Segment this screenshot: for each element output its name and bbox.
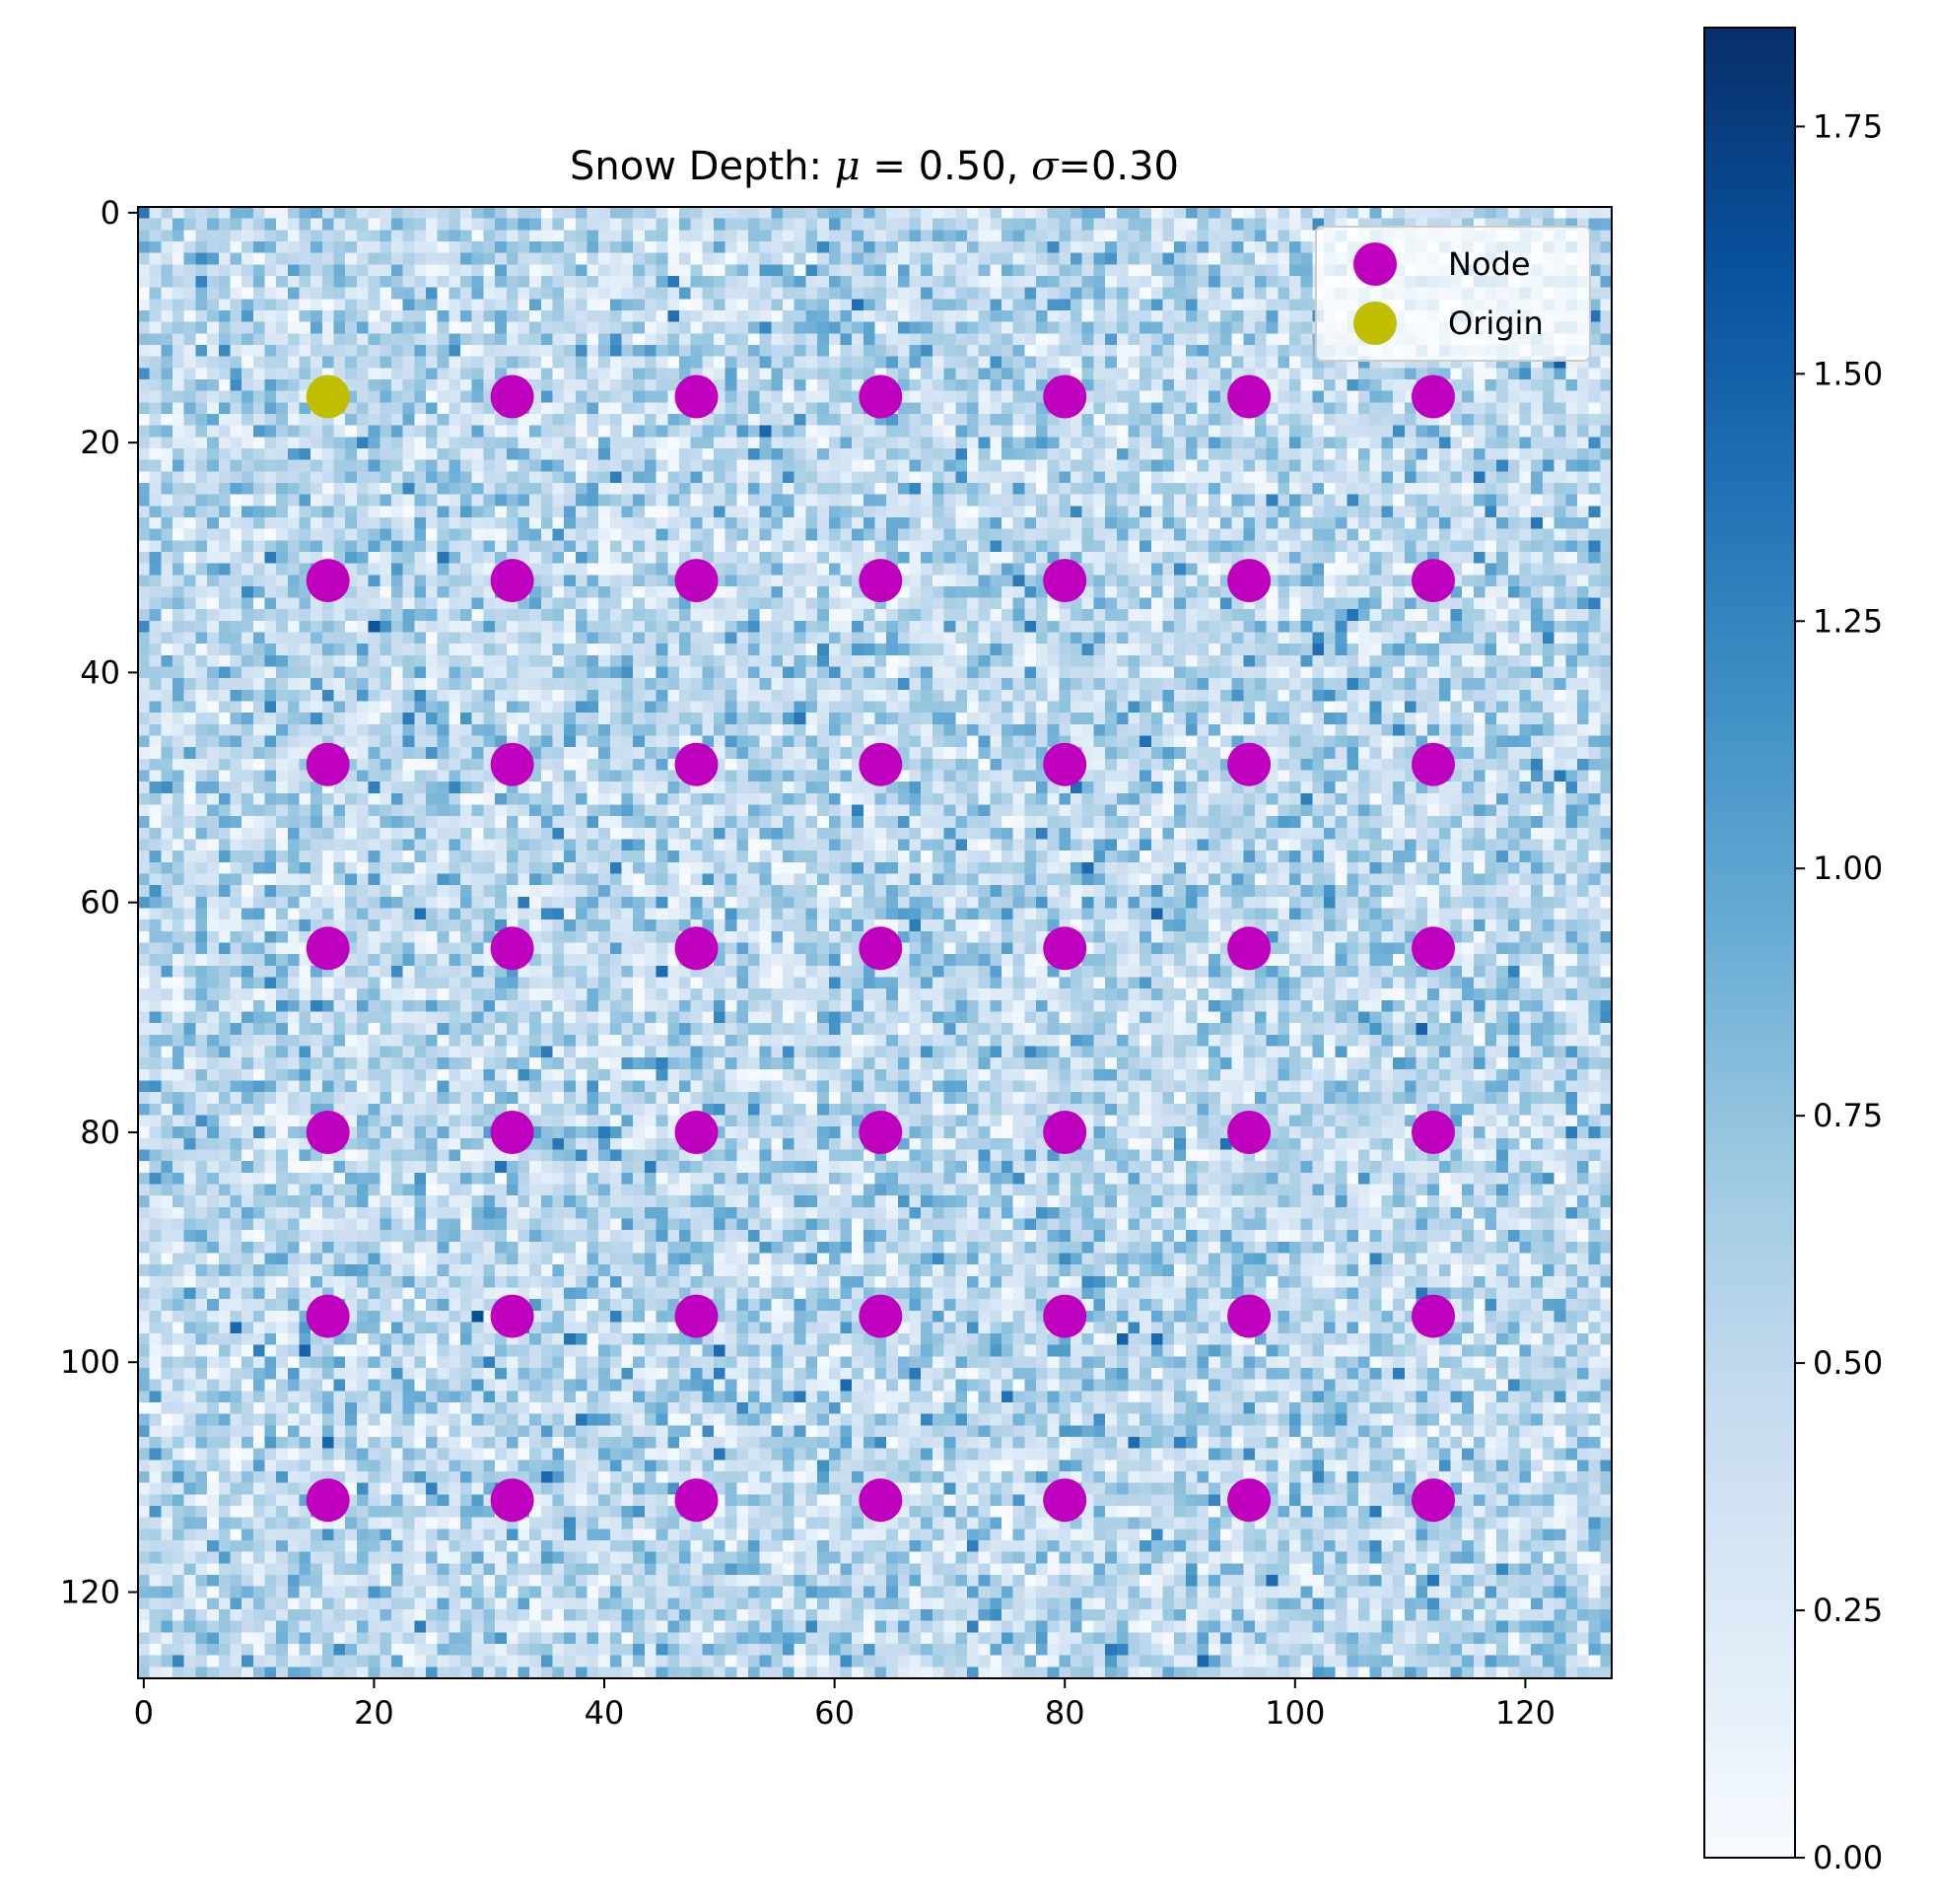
node-point <box>1043 1294 1087 1338</box>
y-tick-label: 40 <box>80 653 120 691</box>
node-point <box>1227 1111 1272 1154</box>
node-point <box>490 374 534 419</box>
origin-point <box>306 374 350 419</box>
colorbar-tick-label: 0.25 <box>1813 1592 1883 1629</box>
node-point <box>1412 1294 1455 1338</box>
node-point <box>490 1111 534 1154</box>
node-legend-marker <box>1353 242 1397 286</box>
node-point <box>674 742 719 786</box>
node-point <box>1412 559 1455 603</box>
node-point <box>1227 559 1272 603</box>
node-legend-label: Node <box>1448 245 1531 283</box>
node-point <box>1412 1111 1455 1154</box>
node-point <box>674 559 719 603</box>
legend: Node Origin <box>1315 226 1591 362</box>
colorbar-tick-label: 0.75 <box>1813 1097 1883 1134</box>
y-tick-label: 120 <box>60 1574 120 1611</box>
colorbar-frame <box>1703 27 1796 1859</box>
node-point <box>1227 742 1272 786</box>
x-tick-label: 20 <box>354 1694 394 1732</box>
node-point <box>306 1478 350 1523</box>
node-point <box>306 1294 350 1338</box>
title-mu-value: = 0.50, <box>861 144 1031 189</box>
node-point <box>1043 1478 1087 1523</box>
colorbar-axis: 0.00 0.25 0.50 0.75 1.00 1.25 1.50 1.75 <box>1795 107 1883 1876</box>
origin-legend-label: Origin <box>1448 305 1544 342</box>
node-point <box>1412 374 1455 419</box>
x-tick-label: 0 <box>134 1694 154 1732</box>
y-tick-label: 100 <box>60 1343 120 1381</box>
x-tick-label: 120 <box>1495 1694 1555 1732</box>
y-tick-label: 60 <box>80 884 120 921</box>
node-point <box>1412 742 1455 786</box>
node-point <box>859 374 903 419</box>
node-point <box>859 926 903 971</box>
node-point <box>859 1294 903 1338</box>
node-point <box>859 742 903 786</box>
node-point <box>1227 926 1272 971</box>
node-point <box>1043 559 1087 603</box>
node-point <box>674 1111 719 1154</box>
node-point <box>674 1294 719 1338</box>
colorbar-tick-label: 0.00 <box>1813 1839 1883 1876</box>
node-point <box>674 926 719 971</box>
x-axis: 0 20 40 60 80 100 120 <box>134 1678 1555 1732</box>
node-point <box>859 1478 903 1523</box>
y-tick-label: 0 <box>101 194 120 232</box>
node-point <box>1043 374 1087 419</box>
node-point <box>859 559 903 603</box>
node-point <box>1227 1294 1272 1338</box>
node-point <box>1043 1111 1087 1154</box>
colorbar-tick-label: 0.50 <box>1813 1344 1883 1382</box>
y-tick-label: 80 <box>80 1114 120 1151</box>
x-tick-label: 100 <box>1265 1694 1325 1732</box>
node-point <box>1227 1478 1272 1523</box>
plot-frame <box>137 206 1613 1679</box>
colorbar-tick-label: 1.25 <box>1813 602 1883 640</box>
colorbar-tick-label: 1.00 <box>1813 850 1883 887</box>
colorbar-gradient <box>1704 28 1795 1858</box>
x-tick-label: 40 <box>585 1694 625 1732</box>
node-point <box>1227 374 1272 419</box>
node-point <box>306 742 350 786</box>
node-point <box>306 926 350 971</box>
node-point <box>1043 926 1087 971</box>
title-sigma-symbol: σ <box>1031 144 1060 189</box>
x-tick-label: 80 <box>1045 1694 1085 1732</box>
node-point <box>859 1111 903 1154</box>
x-tick-label: 60 <box>814 1694 855 1732</box>
node-point <box>306 559 350 603</box>
node-point <box>306 1111 350 1154</box>
scatter-points <box>306 374 1455 1523</box>
node-point <box>490 559 534 603</box>
title-mu-symbol: μ <box>835 144 861 189</box>
node-point <box>674 374 719 419</box>
node-point <box>490 1294 534 1338</box>
colorbar-tick-label: 1.75 <box>1813 107 1883 145</box>
node-point <box>1043 742 1087 786</box>
colorbar-tick-label: 1.50 <box>1813 355 1883 392</box>
chart-title: Snow Depth: μ = 0.50, σ=0.30 <box>570 144 1179 189</box>
title-sigma-value: =0.30 <box>1058 144 1179 189</box>
node-point <box>490 926 534 971</box>
node-point <box>490 742 534 786</box>
node-point <box>490 1478 534 1523</box>
title-prefix: Snow Depth: <box>570 144 835 189</box>
origin-legend-marker <box>1353 302 1397 345</box>
y-tick-label: 20 <box>80 424 120 461</box>
y-axis: 0 20 40 60 80 100 120 <box>60 194 138 1611</box>
node-point <box>1412 1478 1455 1523</box>
node-point <box>1412 926 1455 971</box>
node-point <box>674 1478 719 1523</box>
